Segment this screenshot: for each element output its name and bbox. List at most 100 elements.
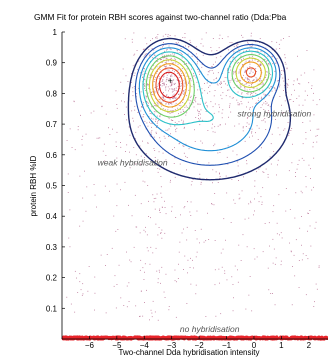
y-tick-label: 1 [53,28,58,37]
data-point [249,63,251,65]
data-point [149,110,151,112]
data-point [276,41,278,43]
data-point [243,66,244,68]
data-point [124,38,126,40]
data-point [242,64,244,65]
data-point [308,82,310,84]
data-point [88,266,90,267]
data-point [105,312,107,314]
data-point [131,73,132,75]
data-point [309,120,311,122]
data-point [305,138,307,140]
data-point [220,86,222,88]
contour-line [158,71,180,99]
data-point [246,77,248,79]
data-point [185,155,187,157]
data-point [254,258,256,260]
data-point [178,90,180,92]
data-point [157,278,159,280]
data-point [260,107,262,108]
data-point [178,263,179,265]
data-point [220,81,222,83]
data-point [186,169,187,171]
data-point [169,102,170,104]
data-point [288,36,290,37]
data-point [244,140,246,142]
data-point [120,297,122,299]
data-point [246,67,248,69]
data-point [249,60,251,62]
data-point [311,88,312,89]
data-point [143,229,145,231]
contour-line [127,37,292,181]
data-point [162,57,164,59]
data-point [159,137,161,139]
data-point [164,57,166,58]
data-point [85,210,87,212]
data-point [168,88,170,90]
data-point [152,94,154,95]
data-point [157,60,159,62]
data-point [169,35,171,36]
data-point [232,150,234,152]
data-point [135,305,137,307]
data-point [249,56,251,58]
data-point [165,44,167,45]
data-point [190,257,191,259]
data-point [286,83,288,85]
data-point [167,34,169,36]
data-point [318,266,320,268]
data-point [172,69,174,71]
data-point [249,60,251,62]
data-point [161,103,163,105]
data-point [174,115,175,117]
data-point [167,36,169,37]
data-point [158,98,160,100]
data-point [188,46,189,48]
contour-line [155,67,257,103]
data-point [170,75,172,77]
data-point [174,82,176,84]
data-point [156,105,158,107]
baseline-point [193,336,197,340]
data-point [259,64,261,66]
data-point [178,69,180,71]
data-point [262,171,264,173]
data-point [136,96,137,98]
data-point [133,147,135,148]
data-point [229,81,231,83]
data-point [134,53,136,55]
data-point [181,54,183,55]
data-point [147,142,149,144]
data-point [304,99,306,101]
data-point [171,67,173,69]
data-point [277,159,279,161]
baseline-point [319,336,323,340]
data-point [179,142,181,144]
data-point [221,112,223,114]
data-point [272,293,273,294]
data-point [277,127,279,129]
data-point [180,75,182,76]
data-point [211,50,213,52]
data-point [182,102,184,103]
data-point [247,92,249,93]
data-point [265,94,267,95]
data-point [319,99,321,101]
data-point [184,103,185,105]
data-point [144,157,145,158]
data-point [213,112,215,114]
data-point [217,152,219,154]
data-point [176,123,178,124]
data-point [186,226,188,228]
contour-line [152,61,262,108]
data-point [178,93,180,95]
data-point [139,145,141,147]
data-point [152,252,154,254]
data-point [233,87,235,89]
data-point [129,259,131,261]
data-point [156,36,158,38]
data-point [177,63,179,65]
data-point [189,97,191,98]
data-point [207,130,209,131]
